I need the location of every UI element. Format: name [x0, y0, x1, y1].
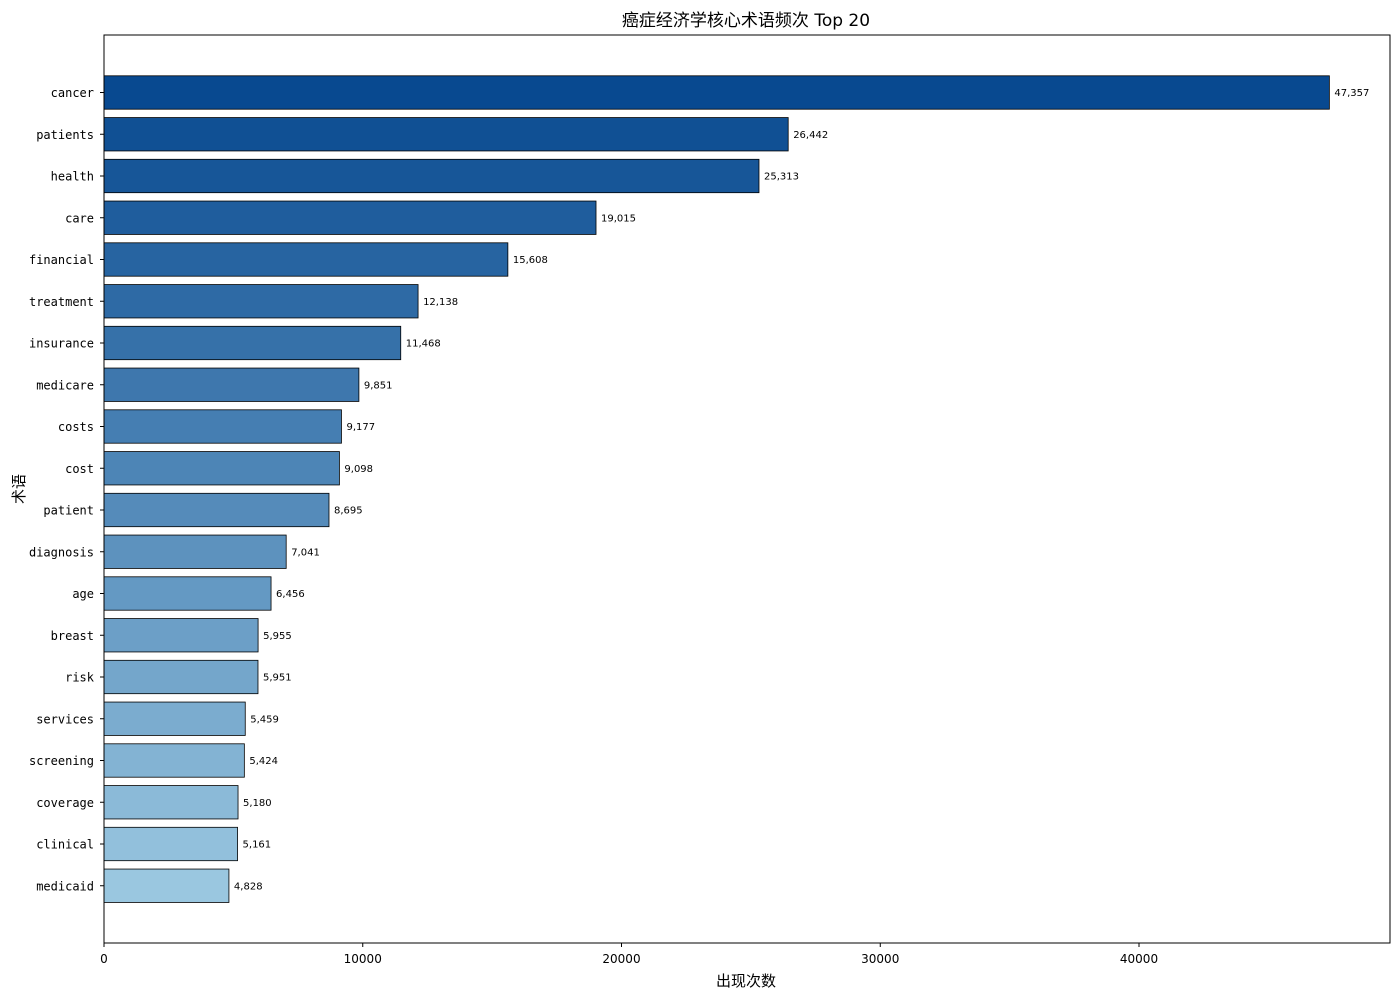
value-label-screening: 5,424 — [249, 756, 278, 767]
category-label-financial: financial — [29, 253, 94, 267]
category-label-care: care — [65, 211, 94, 225]
value-label-medicaid: 4,828 — [234, 881, 263, 892]
category-label-clinical: clinical — [36, 838, 94, 852]
bar-cost — [103, 451, 340, 486]
category-label-medicare: medicare — [36, 378, 94, 392]
y-axis-label: 术语 — [10, 474, 28, 504]
bar-diagnosis — [103, 534, 287, 569]
category-label-cost: cost — [65, 462, 94, 476]
bar-screening — [103, 743, 245, 778]
bar-medicaid — [103, 868, 230, 903]
value-label-insurance: 11,468 — [406, 339, 441, 350]
bar-patients — [103, 117, 789, 152]
bar-insurance — [103, 325, 402, 361]
bar-costs — [103, 409, 342, 444]
x-tick-label-30000: 30000 — [861, 952, 899, 966]
chart-title: 癌症经济学核心术语频次 Top 20 — [622, 11, 870, 31]
category-label-screening: screening — [29, 754, 94, 768]
category-label-risk: risk — [65, 671, 95, 685]
category-label-treatment: treatment — [29, 295, 94, 309]
bar-breast — [103, 618, 259, 653]
bar-cancer — [103, 75, 1330, 110]
x-axis-label: 出现次数 — [716, 972, 776, 990]
bar-financial — [103, 242, 509, 277]
plot-frame — [103, 34, 1391, 944]
category-label-breast: breast — [51, 629, 94, 643]
value-label-patients: 26,442 — [793, 130, 828, 141]
value-label-diagnosis: 7,041 — [291, 547, 320, 558]
x-tick-label-20000: 20000 — [602, 952, 640, 966]
value-label-treatment: 12,138 — [423, 297, 458, 308]
category-label-diagnosis: diagnosis — [29, 545, 94, 559]
bar-coverage — [103, 785, 239, 820]
value-label-services: 5,459 — [250, 714, 279, 725]
value-label-risk: 5,951 — [263, 673, 292, 684]
category-label-services: services — [36, 712, 94, 726]
value-label-clinical: 5,161 — [243, 840, 272, 851]
value-label-patient: 8,695 — [334, 506, 363, 517]
value-label-breast: 5,955 — [263, 631, 292, 642]
value-label-care: 19,015 — [601, 213, 636, 224]
category-label-coverage: coverage — [36, 796, 94, 810]
bar-patient — [103, 492, 330, 528]
category-label-age: age — [72, 587, 94, 601]
x-tick-label-10000: 10000 — [344, 952, 382, 966]
category-label-costs: costs — [58, 420, 94, 434]
bar-treatment — [103, 284, 419, 319]
category-label-medicaid: medicaid — [36, 879, 94, 893]
labels-layer: 47,357 cancer 26,442 patients 25,313 health 19… — [29, 86, 1369, 893]
value-label-financial: 15,608 — [513, 255, 548, 266]
category-label-health: health — [51, 170, 94, 184]
value-label-coverage: 5,180 — [243, 798, 272, 809]
bar-medicare — [103, 367, 360, 402]
bar-services — [103, 701, 246, 736]
bar-age — [103, 576, 272, 611]
category-label-insurance: insurance — [29, 337, 94, 351]
value-label-costs: 9,177 — [346, 422, 375, 433]
bar-clinical — [103, 826, 238, 862]
value-label-medicare: 9,851 — [364, 380, 393, 391]
bars-layer — [103, 75, 1330, 903]
category-label-patient: patient — [43, 504, 94, 518]
x-tick-label-0: 0 — [100, 952, 108, 966]
ticks-layer: 0 10000 20000 30000 40000 — [100, 92, 1158, 966]
value-label-age: 6,456 — [276, 589, 305, 600]
value-label-cancer: 47,357 — [1334, 88, 1369, 99]
x-tick-label-40000: 40000 — [1120, 952, 1158, 966]
category-label-cancer: cancer — [51, 86, 94, 100]
value-label-health: 25,313 — [764, 172, 799, 183]
value-label-cost: 9,098 — [344, 464, 373, 475]
bar-risk — [103, 659, 259, 695]
category-label-patients: patients — [36, 128, 94, 142]
bar-health — [103, 158, 760, 194]
bar-care — [103, 200, 597, 235]
